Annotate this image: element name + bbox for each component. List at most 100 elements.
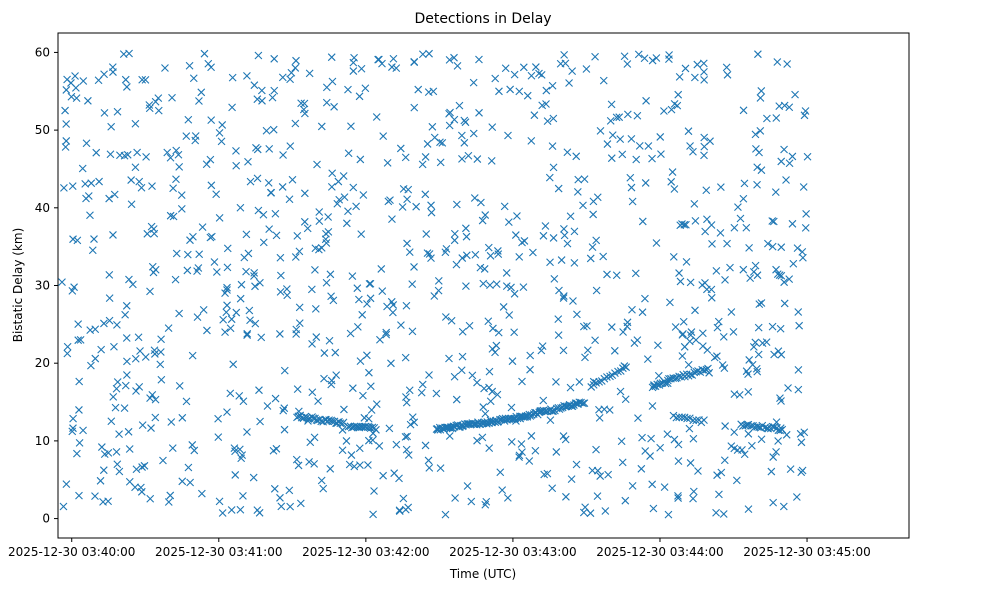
data-point: [140, 461, 149, 470]
data-point: [159, 456, 167, 465]
data-point: [591, 52, 599, 61]
data-point: [62, 86, 71, 94]
data-point: [135, 382, 144, 391]
data-point: [286, 142, 295, 150]
data-point: [215, 128, 224, 137]
data-point: [519, 283, 528, 291]
data-point: [74, 336, 83, 345]
data-point: [148, 182, 156, 191]
data-point: [271, 209, 280, 218]
data-point: [72, 94, 81, 103]
data-point: [215, 213, 224, 222]
x-tick-label: 2025-12-30 03:45:00: [743, 545, 870, 559]
data-point: [231, 447, 239, 456]
data-point: [90, 235, 98, 243]
data-point: [432, 389, 441, 398]
data-point: [243, 72, 251, 80]
data-point: [168, 444, 177, 453]
data-point: [370, 487, 378, 495]
data-point: [764, 424, 773, 433]
data-point: [438, 138, 447, 147]
data-point: [356, 357, 365, 366]
data-point: [641, 179, 650, 187]
data-point: [802, 209, 811, 218]
data-point: [780, 278, 789, 287]
data-point: [287, 68, 296, 77]
data-point: [223, 301, 231, 310]
data-point: [257, 333, 266, 342]
data-point: [345, 460, 354, 469]
data-point: [749, 267, 758, 276]
data-point: [150, 350, 159, 358]
data-point: [525, 457, 534, 465]
data-point: [592, 445, 600, 454]
data-point: [580, 175, 589, 184]
data-point: [586, 509, 595, 518]
data-point: [62, 137, 71, 145]
data-point: [757, 299, 766, 307]
data-point: [445, 354, 453, 363]
data-point: [546, 416, 555, 424]
data-point: [595, 414, 604, 422]
data-point: [518, 238, 526, 247]
data-point: [222, 308, 231, 317]
data-point: [368, 436, 377, 445]
data-point: [320, 374, 328, 383]
data-point: [671, 374, 680, 383]
data-point: [797, 438, 806, 447]
data-point: [72, 449, 81, 458]
data-point: [242, 230, 251, 239]
data-point: [305, 69, 314, 78]
data-point: [291, 253, 300, 261]
data-point: [511, 231, 520, 239]
data-point: [755, 148, 763, 157]
data-point: [537, 346, 546, 355]
data-point: [119, 50, 128, 59]
data-point: [403, 195, 411, 204]
data-point: [623, 318, 632, 327]
data-point: [465, 321, 474, 330]
data-point: [557, 256, 566, 264]
data-point: [548, 407, 556, 416]
data-point: [115, 467, 124, 476]
data-point: [753, 367, 762, 376]
data-point: [563, 239, 572, 248]
data-point: [507, 283, 515, 292]
data-point: [457, 366, 466, 375]
data-point: [757, 87, 766, 95]
data-point: [718, 361, 727, 369]
data-point: [719, 332, 728, 341]
data-point: [644, 142, 653, 150]
data-point: [269, 125, 278, 134]
data-point: [276, 253, 285, 262]
data-point: [87, 179, 96, 188]
data-point: [175, 162, 184, 171]
data-point: [425, 250, 434, 258]
data-point: [379, 471, 388, 480]
data-point: [306, 438, 315, 447]
data-point: [470, 194, 479, 202]
data-point: [772, 447, 780, 456]
y-tick-label: 10: [35, 434, 50, 448]
data-point: [450, 372, 459, 381]
data-point: [777, 157, 786, 166]
data-point: [774, 347, 783, 356]
data-point: [689, 434, 698, 443]
data-point: [586, 254, 595, 263]
data-point: [560, 50, 569, 59]
data-point: [347, 122, 355, 131]
data-point: [671, 323, 680, 331]
data-point: [113, 460, 122, 469]
data-point: [63, 349, 72, 358]
data-point: [510, 70, 519, 79]
data-point: [265, 144, 274, 153]
x-tick-label: 2025-12-30 03:43:00: [449, 545, 576, 559]
data-point: [131, 483, 139, 492]
data-point: [346, 329, 355, 338]
data-point: [70, 283, 78, 292]
data-point: [667, 105, 676, 114]
data-point: [481, 500, 490, 509]
data-point: [193, 267, 201, 276]
data-point: [344, 207, 352, 216]
